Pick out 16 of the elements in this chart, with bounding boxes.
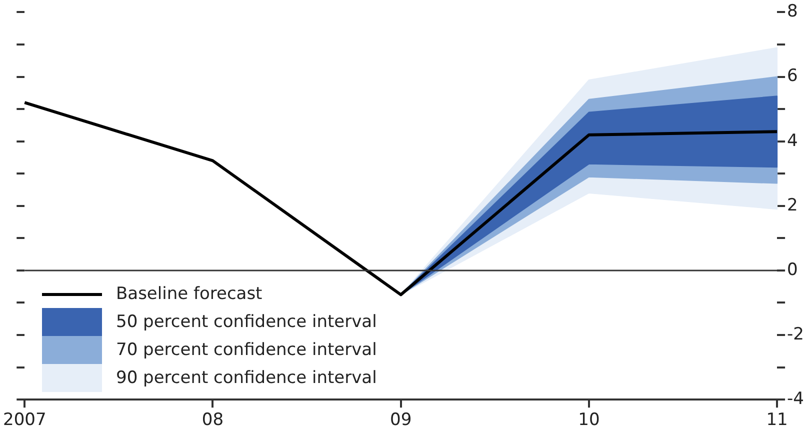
y-tick-label: -4 [787,389,804,410]
legend-label: 70 percent confidence interval [116,339,377,362]
y-tick-label: -2 [787,324,804,344]
x-tick-label: 09 [390,410,412,430]
legend-label: 90 percent confidence interval [116,367,377,390]
x-tick-label: 10 [578,410,600,430]
y-tick-label: 6 [787,66,798,86]
legend-label: Baseline forecast [116,283,262,306]
x-tick-label: 11 [766,410,788,430]
y-tick-label: 2 [787,195,798,216]
y-tick-label: 0 [787,260,798,280]
y-tick-label: 4 [787,130,798,151]
legend-label: 50 percent confidence interval [116,311,377,334]
x-tick-label: 2007 [3,410,46,430]
y-tick-label: 8 [787,2,798,22]
x-tick-label: 08 [202,410,224,430]
